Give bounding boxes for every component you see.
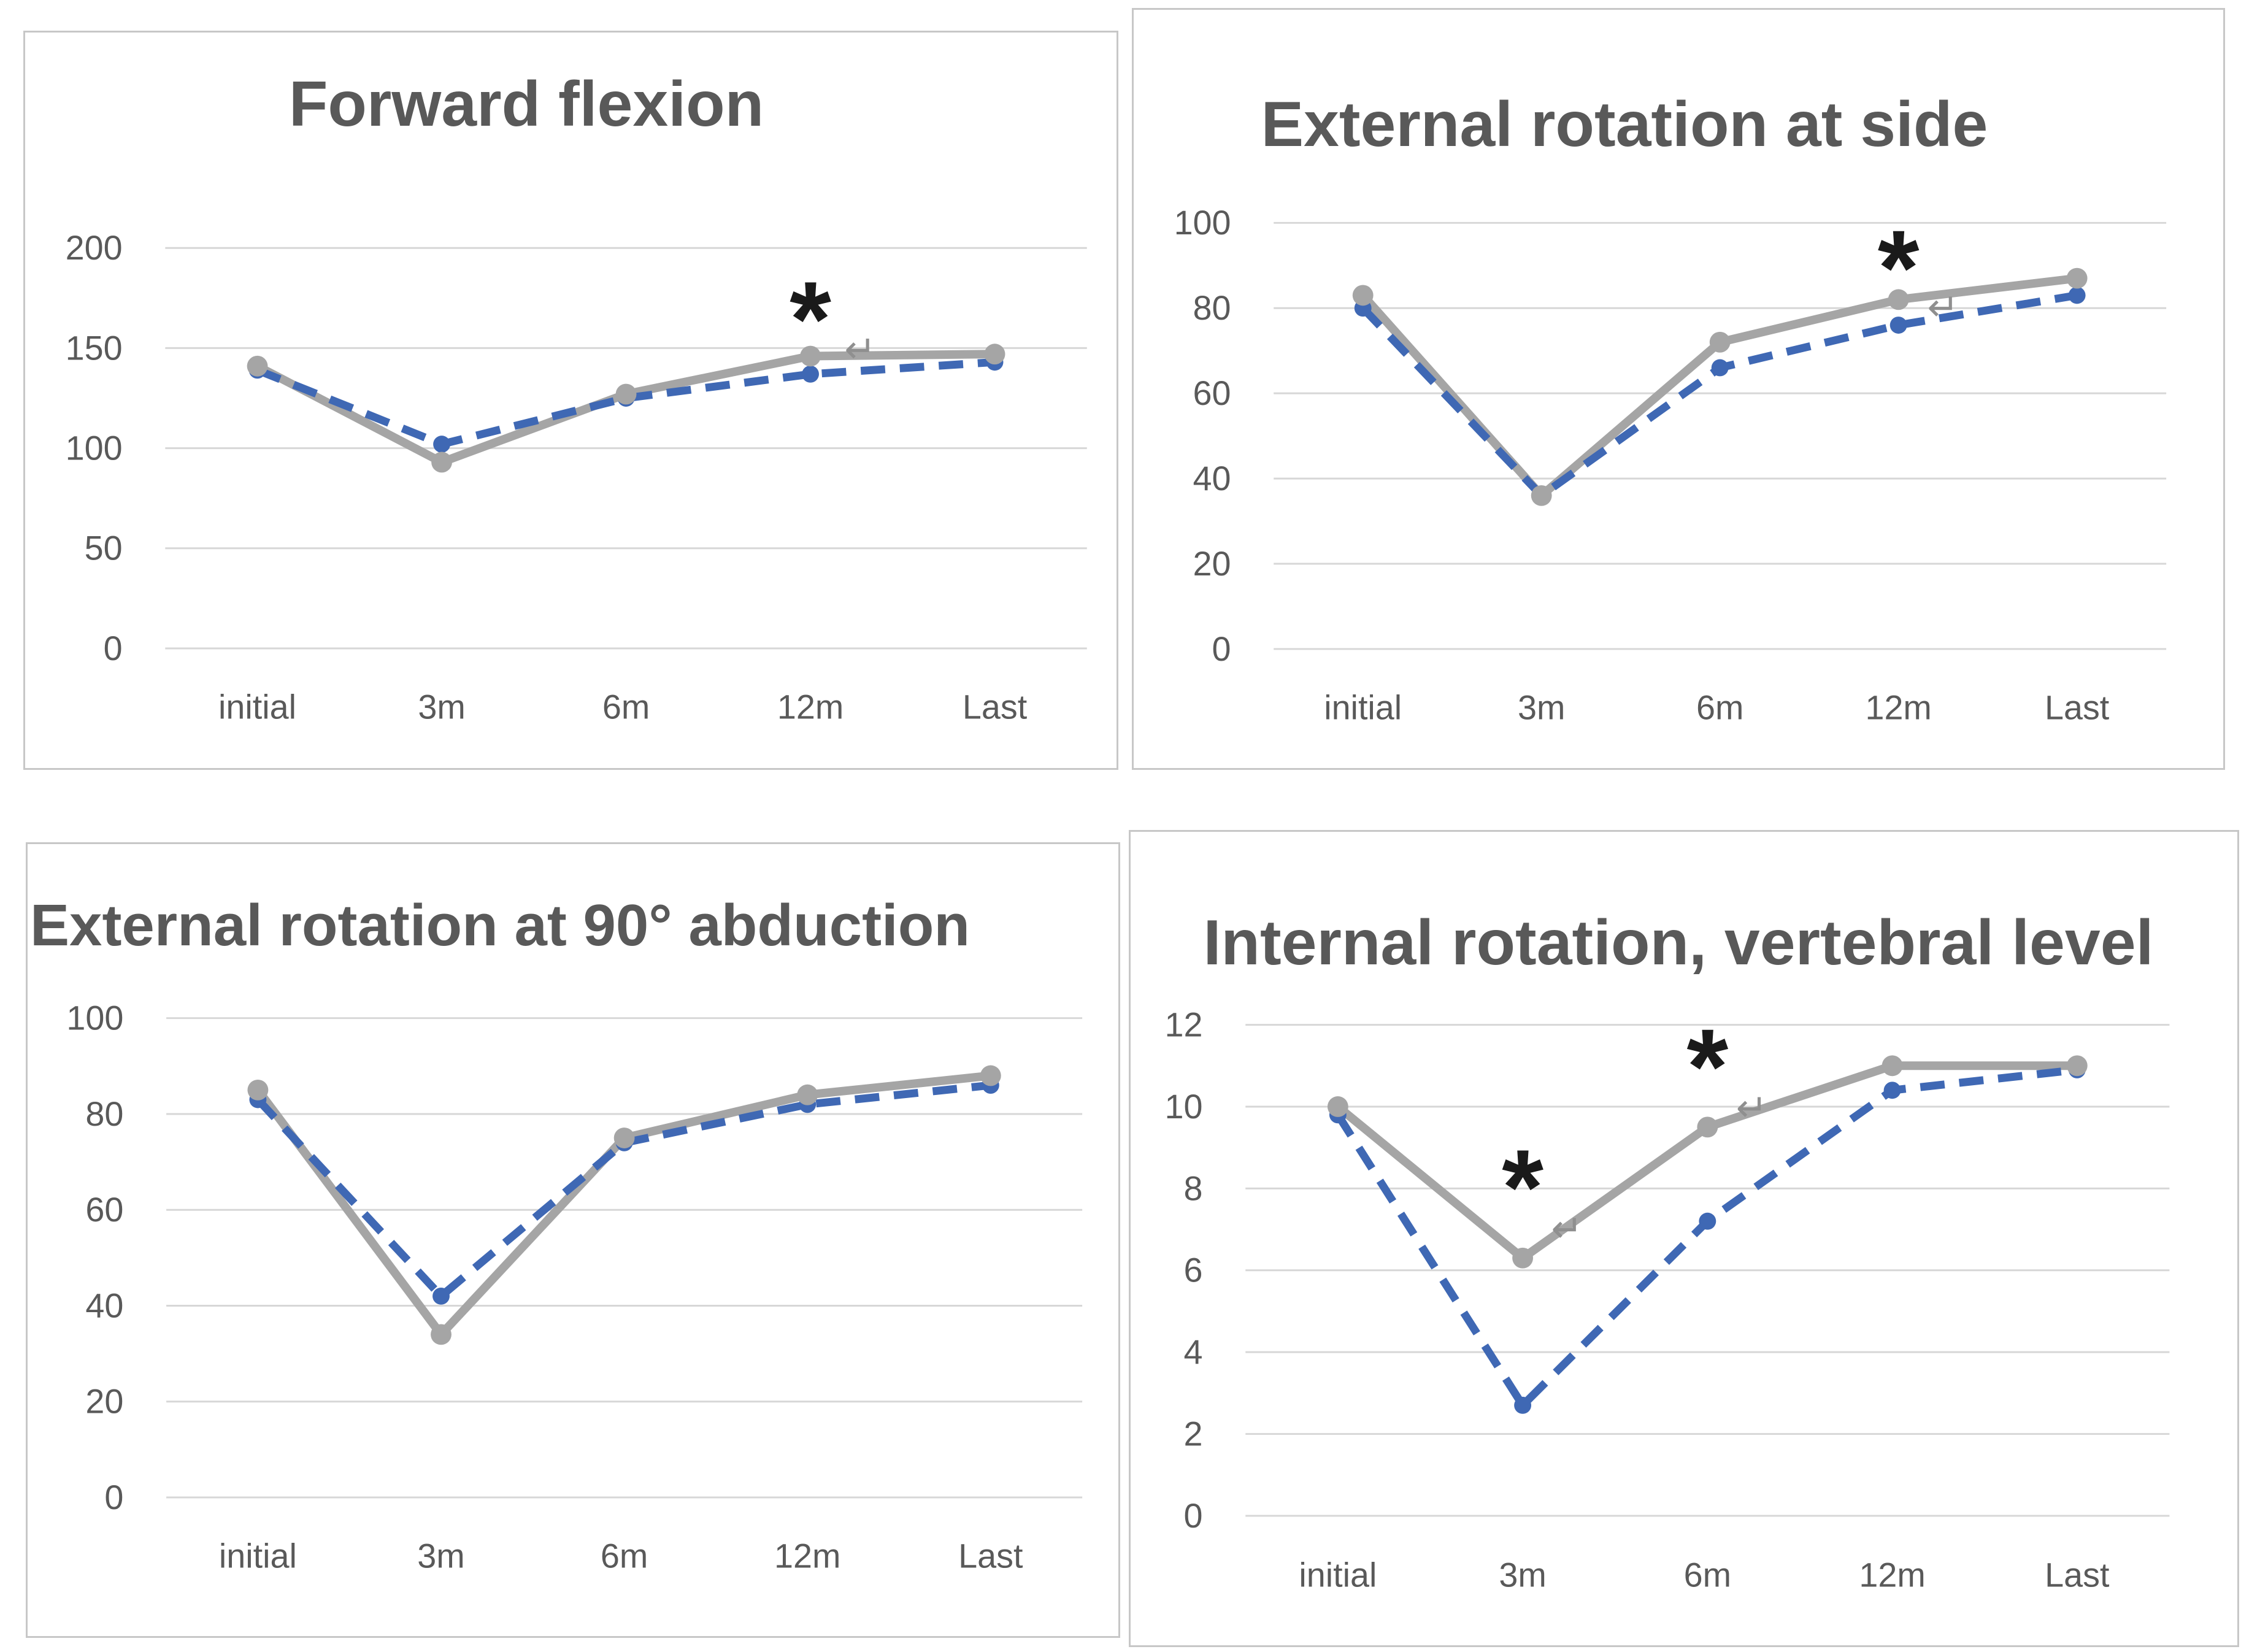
x-axis-label: 3m (1499, 1556, 1546, 1594)
x-axis-label: 12m (1865, 688, 1931, 726)
series-gray-marker (431, 451, 452, 473)
y-tick-label: 40 (85, 1286, 123, 1324)
x-axis-label: 3m (418, 688, 465, 726)
series-gray-marker (1697, 1116, 1718, 1138)
chart-title: Internal rotation, vertebral level (1203, 907, 2154, 978)
y-tick-label: 20 (1193, 545, 1231, 583)
y-tick-label: 0 (104, 629, 123, 667)
series-gray-line (1358, 274, 2081, 500)
series-gray-marker (1888, 289, 1909, 310)
y-tick-label: 20 (85, 1383, 123, 1421)
y-tick-label: 0 (104, 1478, 123, 1516)
significance-asterisk: * (1878, 208, 1920, 328)
y-tick-label: 10 (1165, 1088, 1203, 1126)
x-axis-label: Last (2045, 688, 2110, 726)
x-axis-label: 6m (1696, 688, 1743, 726)
series-blue-line (256, 358, 995, 448)
x-axis-label: initial (218, 688, 296, 726)
series-blue-marker (432, 1287, 450, 1305)
y-tick-label: 60 (85, 1191, 123, 1229)
series-gray-marker (797, 1084, 818, 1105)
series-blue-marker (1699, 1212, 1716, 1230)
y-tick-label: 150 (66, 329, 123, 367)
chart-plot-area: 0 50 100 150 200 initial 3m 6m 12m Last ↵ * (66, 229, 1087, 726)
y-tick-label: 40 (1193, 459, 1231, 498)
series-gray-marker (2066, 1055, 2088, 1077)
series-blue-marker (1883, 1081, 1901, 1099)
chart-plot-area: 0 20 40 60 80 100 initial 3m 6m 12m Last (66, 999, 1083, 1575)
chart-title: External rotation at 90° abduction (30, 893, 970, 958)
series-gray-marker (247, 1079, 269, 1101)
x-axis-label: 6m (1684, 1556, 1731, 1594)
series-blue-line (1360, 291, 2078, 500)
series-gray-marker (1531, 485, 1552, 506)
return-arrow-artifact: ↵ (1928, 286, 1959, 329)
y-tick-label: 80 (85, 1095, 123, 1133)
series-gray-marker (800, 345, 821, 367)
return-arrow-artifact: ↵ (1551, 1208, 1583, 1250)
chart-panel-external-rotation-at-side: External rotation at side 0 20 40 60 80 100 in… (1132, 8, 2225, 770)
series-gray-marker (613, 1128, 635, 1148)
significance-asterisk: * (790, 259, 831, 378)
significance-asterisk: * (1686, 1007, 1728, 1126)
return-arrow-artifact: ↵ (844, 329, 876, 371)
series-gray-marker (1882, 1055, 1903, 1077)
chart-panel-forward-flexion: Forward flexion 0 50 100 150 200 initial 3m 6m 1… (23, 31, 1118, 770)
chart-plot-area: 0 20 40 60 80 100 initial 3m 6m 12m Last ↵* (1174, 204, 2167, 726)
series-gray-marker (247, 355, 268, 377)
x-axis-label: 3m (417, 1537, 464, 1575)
series-gray-marker (1709, 331, 1731, 353)
series-gray-marker (431, 1324, 452, 1345)
series-blue-marker (2068, 286, 2086, 304)
series-gray-marker (984, 344, 1005, 365)
y-tick-label: 0 (1212, 630, 1231, 668)
series-blue-line (255, 1081, 991, 1300)
series-gray-marker (615, 383, 637, 405)
x-axis-label: 12m (1859, 1556, 1925, 1594)
x-axis-label: 3m (1518, 688, 1565, 726)
x-axis-label: 12m (774, 1537, 840, 1575)
chart-panel-external-rotation-90-abduction: External rotation at 90° abduction 0 20 40… (26, 842, 1120, 1638)
series-gray-marker (2066, 267, 2088, 289)
chart-title: Forward flexion (288, 69, 764, 140)
y-tick-label: 8 (1184, 1169, 1203, 1207)
x-axis-label: Last (958, 1537, 1023, 1575)
y-tick-label: 50 (85, 529, 123, 567)
significance-asterisk: * (1502, 1127, 1543, 1247)
y-tick-label: 100 (1174, 204, 1231, 242)
y-tick-label: 100 (66, 999, 123, 1037)
x-axis-label: initial (1299, 1556, 1377, 1594)
x-axis-label: 6m (602, 688, 650, 726)
series-blue-marker (1514, 1396, 1532, 1414)
series-gray-marker (1352, 285, 1374, 306)
x-axis-label: Last (2045, 1556, 2110, 1594)
chart-panel-internal-rotation-vertebral-level: Internal rotation, vertebral level 0 2 4 6 8… (1129, 830, 2239, 1647)
chart-title: External rotation at side (1261, 89, 1988, 160)
series-blue-marker (433, 436, 450, 453)
series-gray-marker (1512, 1247, 1534, 1269)
y-tick-label: 6 (1184, 1251, 1203, 1289)
y-tick-label: 200 (66, 229, 123, 267)
x-axis-label: Last (963, 688, 1028, 726)
y-tick-label: 100 (66, 429, 123, 467)
x-axis-label: 12m (777, 688, 844, 726)
return-arrow-artifact: ↵ (1736, 1087, 1768, 1129)
series-gray-marker (980, 1065, 1001, 1086)
x-axis-label: initial (1324, 688, 1402, 726)
y-tick-label: 0 (1184, 1497, 1203, 1535)
y-tick-label: 60 (1193, 374, 1231, 412)
y-tick-label: 4 (1184, 1333, 1203, 1371)
x-axis-label: 6m (601, 1537, 648, 1575)
series-blue-marker (1889, 317, 1907, 334)
y-tick-label: 2 (1184, 1415, 1203, 1453)
y-tick-label: 80 (1193, 289, 1231, 327)
x-axis-label: initial (219, 1537, 297, 1575)
series-gray-marker (1327, 1096, 1348, 1117)
series-blue-marker (802, 365, 819, 383)
series-blue-marker (1711, 359, 1729, 377)
y-tick-label: 12 (1165, 1005, 1203, 1043)
